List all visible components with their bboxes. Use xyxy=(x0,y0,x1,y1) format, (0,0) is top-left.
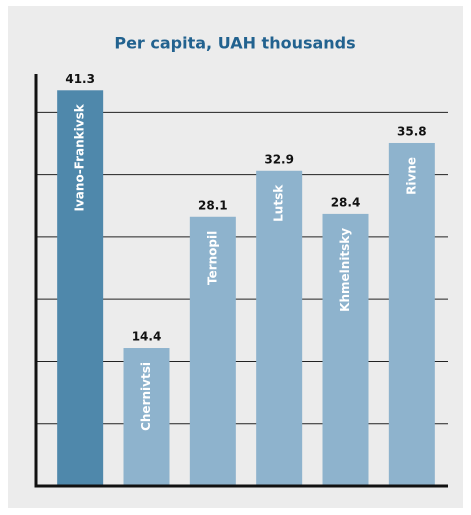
value-label: 32.9 xyxy=(264,152,294,166)
bar xyxy=(123,348,170,486)
category-label: Rivne xyxy=(404,157,418,195)
bar xyxy=(189,216,236,486)
category-label: Chernivtsi xyxy=(139,362,153,431)
value-label: 35.8 xyxy=(397,124,427,138)
value-label: 14.4 xyxy=(132,330,162,344)
value-label: 28.1 xyxy=(198,198,228,212)
bar xyxy=(322,213,369,486)
category-label: Khmelnitsky xyxy=(338,228,352,312)
value-label: 41.3 xyxy=(65,72,95,86)
bar xyxy=(256,170,303,486)
chart-title: Per capita, UAH thousands xyxy=(114,34,355,53)
category-label: Ivano-Frankivsk xyxy=(73,103,87,211)
value-label: 28.4 xyxy=(331,195,361,209)
bar xyxy=(388,142,435,486)
bar xyxy=(57,90,104,487)
category-label: Lutsk xyxy=(272,184,286,222)
category-label: Ternopil xyxy=(205,231,219,285)
